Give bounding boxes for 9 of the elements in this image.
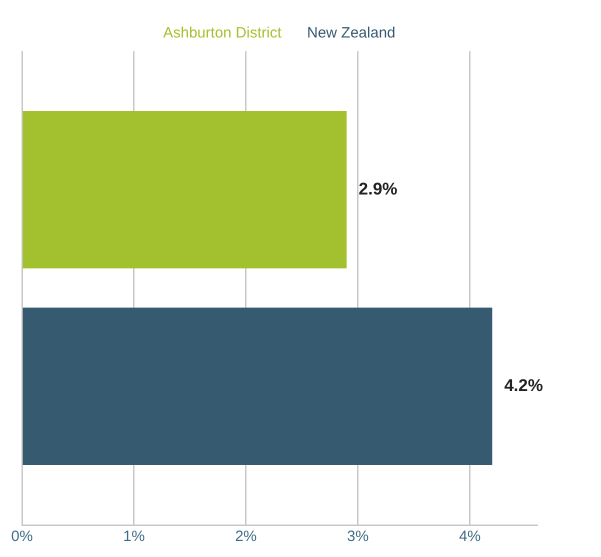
- x-tick-label: 0%: [11, 528, 33, 546]
- x-tick-label: 1%: [123, 528, 145, 546]
- data-label: 4.2%: [504, 376, 543, 396]
- data-label: 2.9%: [358, 179, 398, 198]
- text: Ashburton District: [163, 24, 282, 42]
- text: New Zealand: [306, 24, 396, 42]
- x-tick-label: 2%: [235, 528, 257, 546]
- x-tick-label: 3%: [347, 528, 369, 546]
- x-tick-label: 4%: [458, 528, 481, 546]
